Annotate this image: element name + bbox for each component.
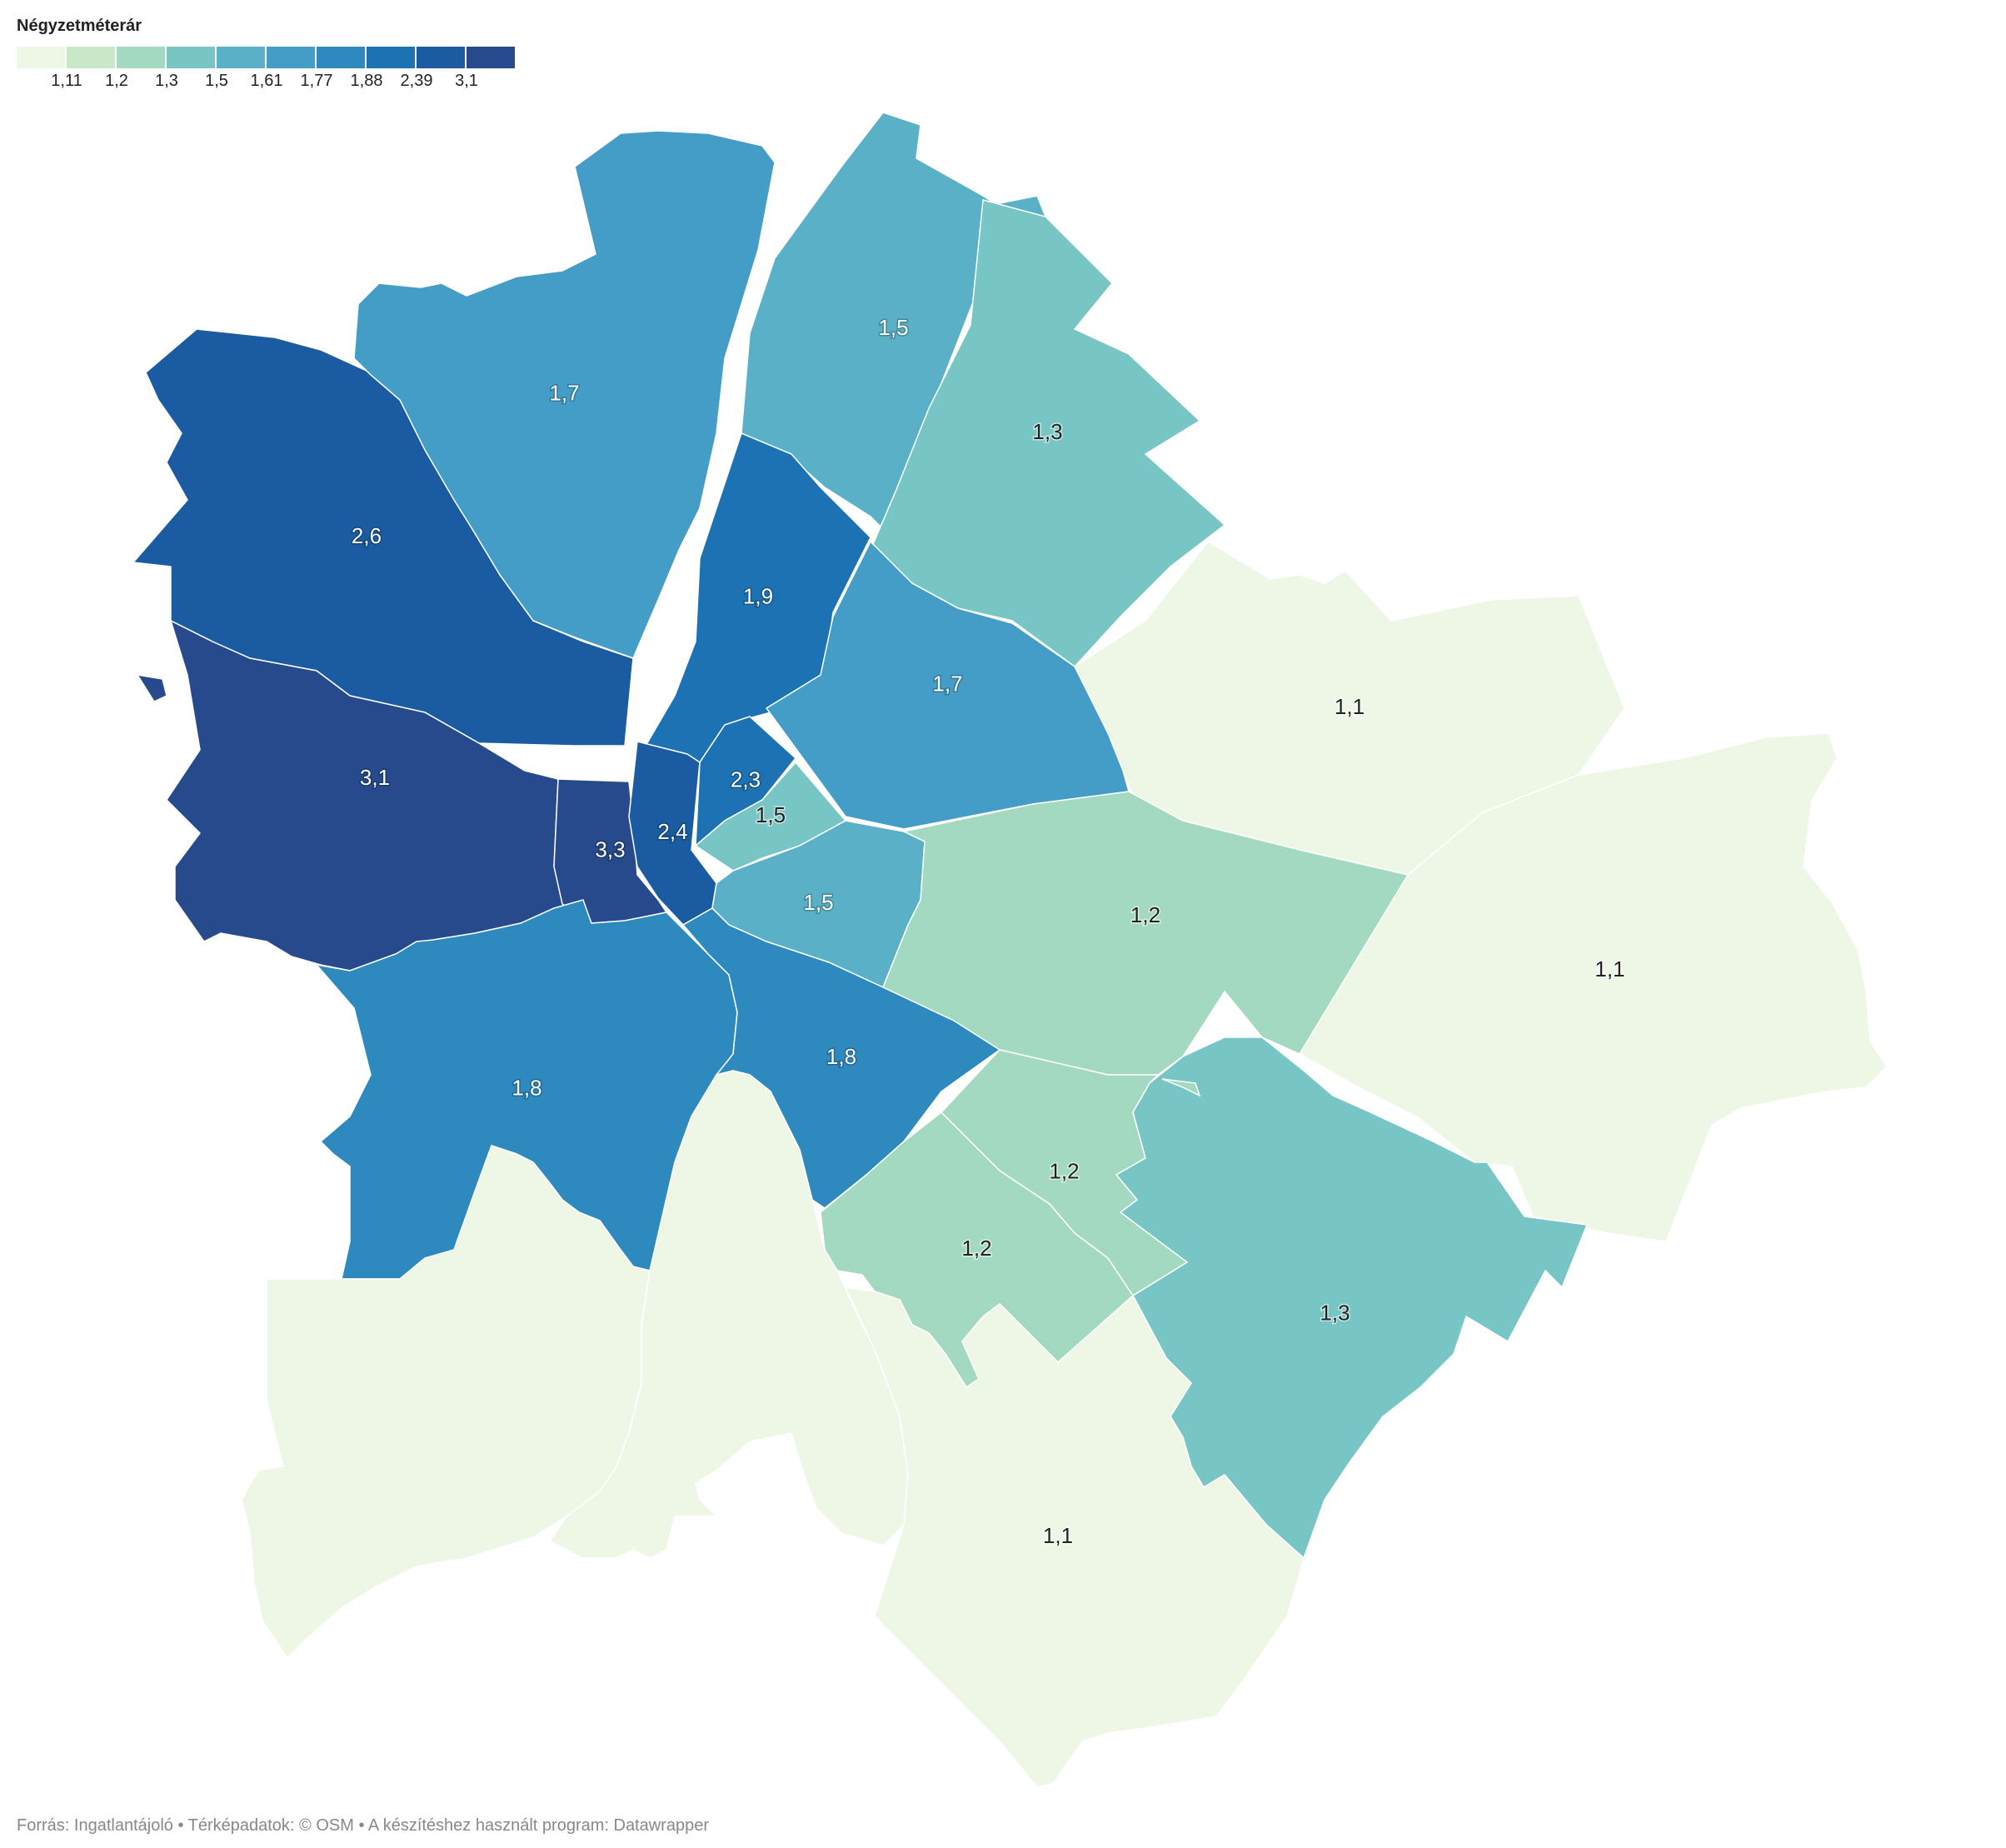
legend-tick-label: 2,39 [400,72,433,90]
legend-tick-label: 1,2 [105,72,128,90]
district-value-label: 1,3 [1032,419,1062,444]
district-value-label: 1,1 [1335,694,1365,719]
legend-tick-label: 3,1 [455,72,478,90]
district-area[interactable] [844,1286,1305,1788]
source-footer: Forrás: Ingatlantájoló • Térképadatok: ©… [17,1816,709,1835]
district-value-label: 1,5 [878,315,908,340]
legend-swatch [317,47,367,68]
district-value-label: 1,7 [549,380,579,405]
legend-tick-label: 1,11 [51,72,82,90]
legend-swatch [267,47,317,68]
district-value-label: 1,5 [756,802,786,827]
district-value-label: 2,6 [352,523,382,548]
legend-title: Négyzetméterár [17,17,142,35]
district-area [1161,1078,1201,1097]
legend-swatch [217,47,267,68]
district-value-label: 1,2 [1130,902,1160,927]
legend-swatch [17,47,67,68]
legend-swatch [367,47,417,68]
legend-swatch [417,47,467,68]
legend-swatch [67,47,117,68]
district-value-label: 1,3 [1320,1300,1350,1325]
district-value-label: 1,9 [743,583,773,608]
legend-tick-label: 1,5 [205,72,228,90]
legend-tick-labels: 1,11 1,2 1,3 1,5 1,61 1,77 1,88 2,39 3,1 [17,72,518,95]
district-area[interactable] [870,199,1226,668]
district-area[interactable] [353,130,776,659]
district-value-label: 2,4 [657,819,687,844]
district-value-label: 1,5 [803,890,833,915]
district-value-label: 1,8 [511,1075,541,1100]
district-area[interactable] [1115,1036,1589,1560]
district-value-label: 1,7 [932,671,962,696]
district-value-label: 3,3 [595,837,625,862]
legend-swatch [117,47,167,68]
legend-swatch [167,47,217,68]
district-area [136,673,167,702]
legend-tick-label: 1,77 [300,72,333,90]
legend-swatch [467,47,516,68]
district-value-label: 1,2 [1049,1158,1079,1183]
district-value-label: 1,1 [1043,1523,1073,1548]
district-value-label: 3,1 [360,765,390,790]
legend-tick-label: 1,88 [350,72,383,90]
district-area[interactable] [882,791,1410,1076]
district-value-label: 1,1 [1594,956,1624,981]
legend-color-scale [17,47,516,68]
district-value-label: 2,3 [731,767,761,792]
district-value-label: 1,2 [961,1236,991,1261]
district-area[interactable] [548,1070,909,1559]
district-area[interactable] [694,761,847,872]
district-value-label: 1,8 [826,1044,856,1069]
district-area[interactable] [1298,732,1888,1242]
legend-tick-label: 1,3 [155,72,178,90]
legend-tick-label: 1,61 [250,72,283,90]
